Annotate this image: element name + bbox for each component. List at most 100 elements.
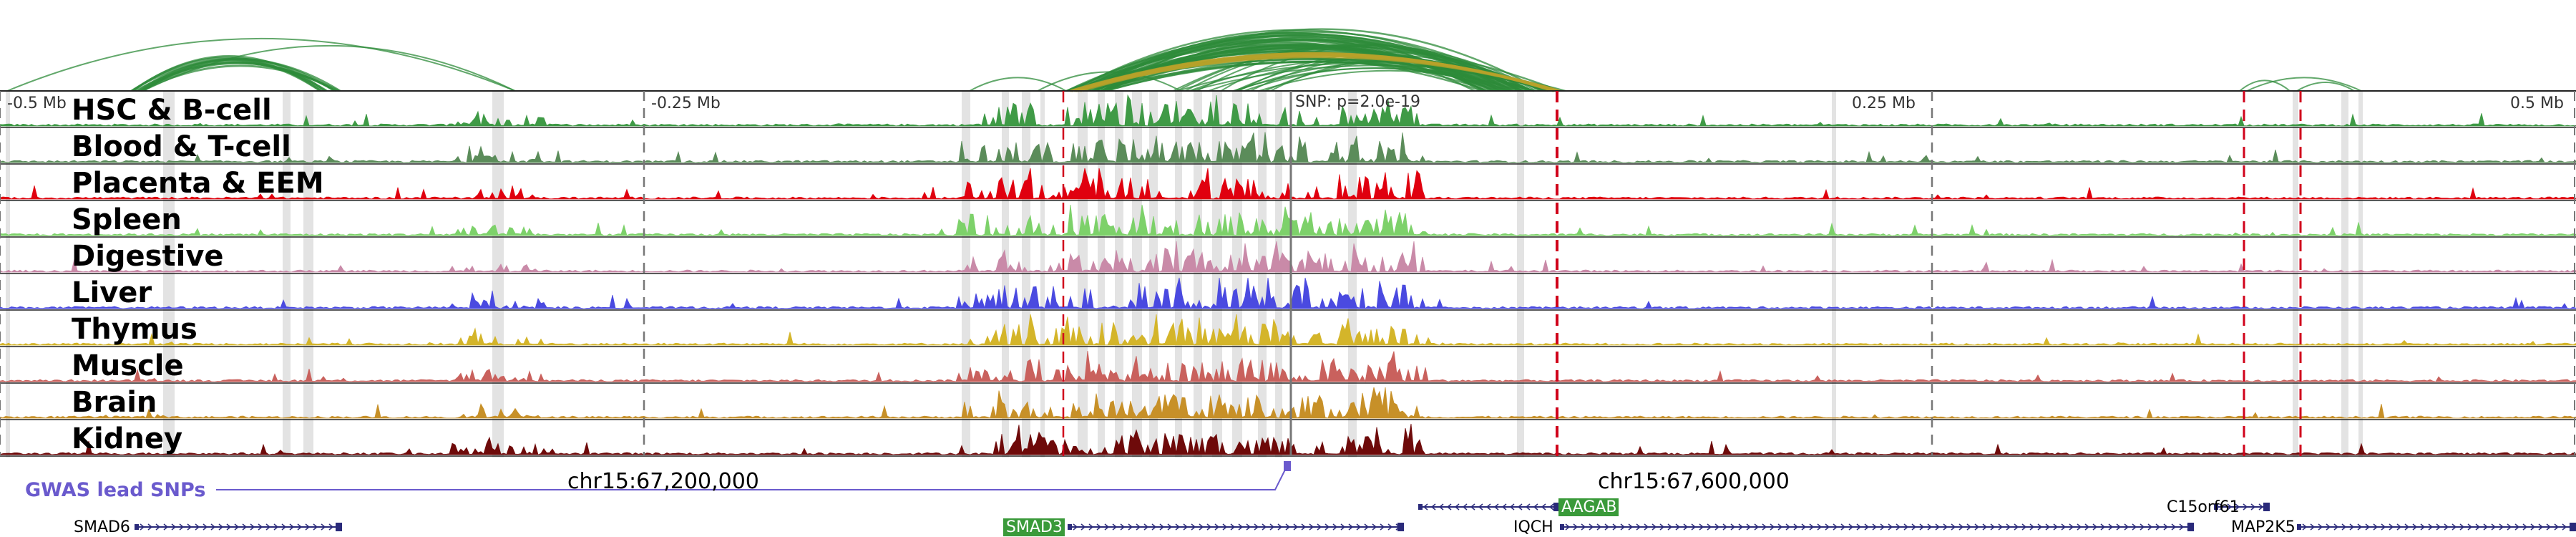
gene-strand-arrow [2349,523,2355,531]
gene-strand-arrow [2014,523,2019,531]
gene-strand-arrow [1143,523,1149,531]
gene-strand-arrow [1096,523,1102,531]
gene-strand-arrow [1080,523,1086,531]
gene-strand-arrow [1604,523,1610,531]
axis-tick-label: -0.25 Mb [651,95,721,112]
gene-strand-arrow [1073,523,1078,531]
gene-strand-arrow [1254,523,1259,531]
highlight-band [6,91,10,458]
gene-strand-arrow [2318,523,2323,531]
gene-strand-arrow [1088,523,1094,531]
gene-strand-arrow [1652,523,1657,531]
gene-strand-arrow [1966,523,1972,531]
gene-strand-arrow [2499,523,2504,531]
gene-strand-arrow [234,523,240,531]
coordinate-label: chr15:67,600,000 [1598,469,1790,494]
gene-strand-arrow [1128,523,1133,531]
highlight-band [1149,91,1158,458]
gene-strand-arrow [1864,523,1870,531]
gene-strand-arrow [1919,523,1925,531]
gene-strand-arrow [2420,523,2426,531]
gene-strand-arrow [2514,523,2520,531]
gene-strand-arrow [1683,523,1689,531]
gene-strand-arrow [1356,523,1362,531]
highlight-band [1040,91,1045,458]
gene-strand-arrow [1372,523,1377,531]
gene-label-aagab: AAGAB [1561,498,1617,516]
gene-strand-arrow [2491,523,2497,531]
gene-strand-arrow [1183,523,1189,531]
gene-strand-arrow [2250,503,2256,511]
signal-track [0,277,2576,310]
signal-track [0,387,2576,419]
gene-exon [2187,523,2194,531]
gene-strand-arrow [1478,503,1483,511]
gene-strand-arrow [1777,523,1783,531]
loop-arc [1096,34,1519,92]
signal-track [0,94,2576,127]
gene-strand-arrow [1636,523,1641,531]
gene-strand-arrow [1675,523,1681,531]
gene-strand-arrow [1533,503,1538,511]
highlight-band [1078,91,1088,458]
gene-strand-arrow [1470,503,1475,511]
gene-strand-arrow [1175,523,1181,531]
highlight-band [163,91,175,458]
highlight-band [1832,91,1836,458]
gene-strand-arrow [321,523,326,531]
gene-strand-arrow [2507,523,2512,531]
gene-strand-arrow [1817,523,1823,531]
gene-strand-arrow [1943,523,1948,531]
track-label-muscle: Muscle [72,349,184,382]
gene-strand-arrow [1691,523,1697,531]
gene-strand-arrow [1159,523,1165,531]
gene-strand-arrow [1380,523,1385,531]
loop-arc [1080,41,1475,92]
loop-arc [1234,54,1543,92]
gene-strand-arrow [147,523,153,531]
gene-strand-arrow [273,523,279,531]
loop-arc [1073,52,1554,92]
highlight-band [1348,91,1357,458]
signal-tracks [0,94,2576,455]
gene-strand-arrow [1462,503,1468,511]
gene-strand-arrow [1517,503,1523,511]
axis-tick-label: 0.25 Mb [1852,95,1916,112]
gene-strand-arrow [1825,523,1830,531]
gene-exon [2263,503,2270,511]
gene-strand-arrow [1301,523,1307,531]
gene-strand-arrow [2084,523,2090,531]
gene-exon [336,523,342,531]
gene-strand-arrow [305,523,311,531]
gene-strand-arrow [2045,523,2051,531]
track-label-placenta-eem: Placenta & EEM [72,167,324,200]
gene-strand-arrow [1714,523,1720,531]
gene-strand-arrow [1596,523,1602,531]
gene-strand-arrow [1620,523,1626,531]
gene-strand-arrow [1222,523,1228,531]
gene-strand-arrow [2467,523,2473,531]
gene-strand-arrow [2483,523,2489,531]
gene-strand-arrow [1387,523,1393,531]
gene-strand-arrow [2412,523,2418,531]
gene-strand-arrow [1340,523,1346,531]
gene-exon [2214,504,2218,510]
gene-strand-arrow [1285,523,1291,531]
gene-exon [135,524,139,530]
gene-track: SMAD6 SMAD3 AAGAB IQCH C15orf61 MAP2K5 [74,498,2576,536]
gene-strand-arrow [1112,523,1118,531]
gene-strand-arrow [1525,503,1531,511]
loop-arc [2296,82,2355,92]
loop-arc [1244,67,1506,92]
gene-strand-arrow [1364,523,1370,531]
loop-arc [6,37,516,92]
gene-exon [2570,523,2576,531]
gene-exon [1553,503,1560,511]
gene-strand-arrow [1896,523,1901,531]
signal-track [0,132,2576,163]
gene-strand-arrow [250,523,255,531]
gene-strand-arrow [1246,523,1252,531]
track-label-spleen: Spleen [72,203,182,236]
gene-exon [1560,524,1564,530]
gene-label-c15orf61: C15orf61 [2167,498,2240,516]
